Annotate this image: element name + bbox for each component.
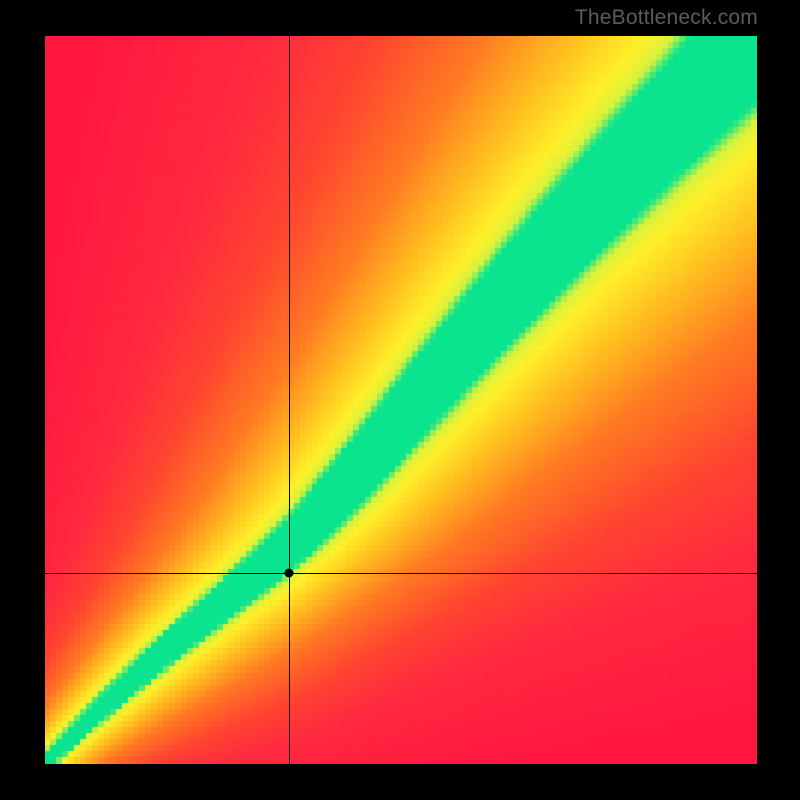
heatmap-canvas — [45, 36, 757, 764]
crosshair-marker — [284, 569, 293, 578]
crosshair-vertical — [289, 36, 290, 764]
crosshair-horizontal — [45, 573, 757, 574]
watermark-text: TheBottleneck.com — [575, 6, 758, 30]
chart-container: TheBottleneck.com — [0, 0, 800, 800]
plot-area — [45, 36, 757, 764]
